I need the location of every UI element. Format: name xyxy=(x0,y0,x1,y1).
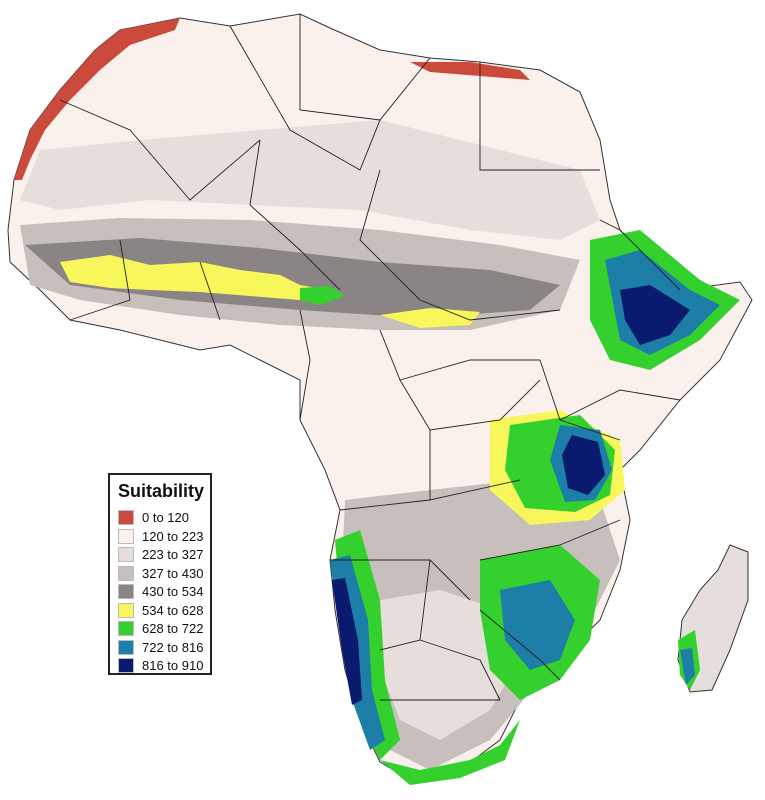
legend-swatch xyxy=(118,528,134,544)
legend-item: 816 to 910 xyxy=(118,657,203,674)
legend-item: 0 to 120 xyxy=(118,509,189,526)
legend-label: 722 to 816 xyxy=(142,639,204,655)
suitability-zone-dark-sahel xyxy=(25,238,560,318)
legend-item: 628 to 722 xyxy=(118,620,203,637)
legend-label: 816 to 910 xyxy=(142,658,204,673)
legend-label: 430 to 534 xyxy=(142,584,204,599)
suitability-zone-green-sahel xyxy=(300,286,345,305)
suitability-zone-yellow-sahel-east xyxy=(380,308,480,328)
suitability-zone-red-northwest xyxy=(14,18,180,180)
legend-label: 0 to 120 xyxy=(142,510,189,525)
suitability-zone-green-cape xyxy=(380,720,520,785)
legend-swatch xyxy=(118,602,134,618)
legend-item: 223 to 327 xyxy=(118,546,203,563)
legend-swatch xyxy=(118,510,134,525)
legend-item: 534 to 628 xyxy=(118,602,203,619)
legend-item: 327 to 430 xyxy=(118,565,203,582)
legend-label: 120 to 223 xyxy=(142,528,204,544)
legend-item: 120 to 223 xyxy=(118,528,203,545)
legend-label: 534 to 628 xyxy=(142,602,204,618)
map-legend: Suitability 0 to 120 120 to 223 223 to 327… xyxy=(108,473,212,675)
legend-swatch xyxy=(118,658,134,673)
legend-swatch xyxy=(118,584,134,599)
suitability-zone-navy-namibia xyxy=(332,578,362,705)
suitability-zone-navy-ethiopia xyxy=(620,285,690,345)
legend-title: Suitability xyxy=(118,481,205,501)
legend-item: 430 to 534 xyxy=(118,583,203,600)
legend-swatch xyxy=(118,621,134,636)
suitability-zone-blue-south-east xyxy=(500,580,575,670)
legend-item: 722 to 816 xyxy=(118,639,203,656)
suitability-zone-gray-north xyxy=(20,120,600,240)
legend-label: 327 to 430 xyxy=(142,565,204,581)
legend-label: 628 to 722 xyxy=(142,621,204,636)
legend-label: 223 to 327 xyxy=(142,547,204,562)
suitability-zone-navy-east xyxy=(562,435,605,495)
suitability-zone-yellow-sahel xyxy=(60,255,340,300)
legend-swatch xyxy=(118,565,134,581)
legend-swatch xyxy=(118,639,134,655)
country-borders xyxy=(59,14,681,701)
suitability-zone-red-north-coast xyxy=(410,62,530,80)
madagascar-blue-zone xyxy=(680,648,695,685)
legend-swatch xyxy=(118,547,134,562)
